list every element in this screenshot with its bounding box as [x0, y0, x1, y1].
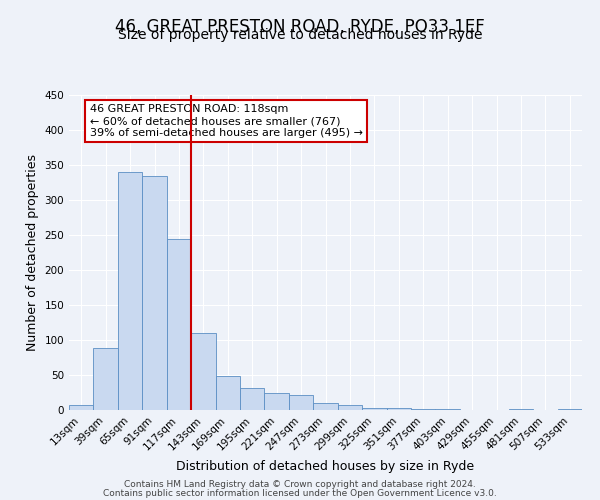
- X-axis label: Distribution of detached houses by size in Ryde: Distribution of detached houses by size …: [176, 460, 475, 473]
- Bar: [118, 172, 142, 410]
- Text: Contains public sector information licensed under the Open Government Licence v3: Contains public sector information licen…: [103, 489, 497, 498]
- Bar: [386, 408, 411, 410]
- Text: 46, GREAT PRESTON ROAD, RYDE, PO33 1EF: 46, GREAT PRESTON ROAD, RYDE, PO33 1EF: [115, 18, 485, 36]
- Bar: [338, 405, 362, 410]
- Bar: [265, 392, 289, 410]
- Bar: [215, 376, 240, 410]
- Bar: [362, 408, 386, 410]
- Bar: [313, 403, 338, 410]
- Bar: [69, 405, 94, 410]
- Bar: [509, 408, 533, 410]
- Text: Size of property relative to detached houses in Ryde: Size of property relative to detached ho…: [118, 28, 482, 42]
- Bar: [94, 348, 118, 410]
- Text: 46 GREAT PRESTON ROAD: 118sqm
← 60% of detached houses are smaller (767)
39% of : 46 GREAT PRESTON ROAD: 118sqm ← 60% of d…: [89, 104, 362, 138]
- Bar: [142, 176, 167, 410]
- Bar: [289, 394, 313, 410]
- Bar: [240, 388, 265, 410]
- Y-axis label: Number of detached properties: Number of detached properties: [26, 154, 39, 351]
- Bar: [167, 238, 191, 410]
- Text: Contains HM Land Registry data © Crown copyright and database right 2024.: Contains HM Land Registry data © Crown c…: [124, 480, 476, 489]
- Bar: [191, 333, 215, 410]
